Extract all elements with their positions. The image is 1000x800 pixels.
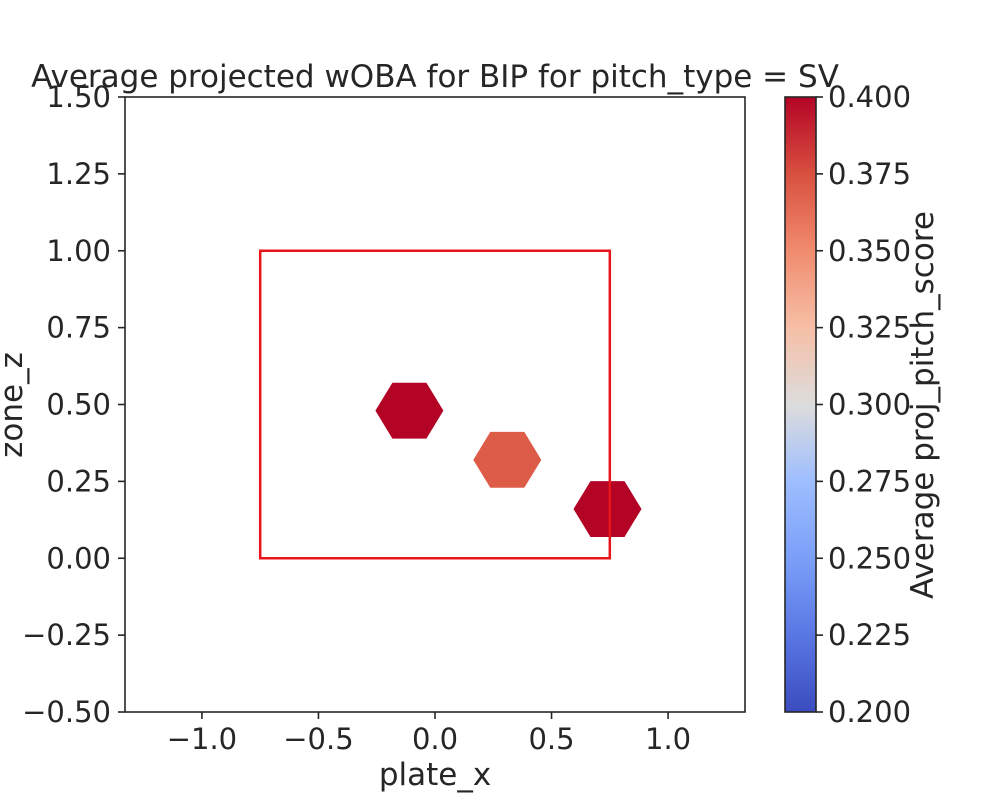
hexbin-cell-1 bbox=[375, 382, 444, 439]
y-tick-label: 1.50 bbox=[46, 80, 111, 114]
y-tick-label: −0.50 bbox=[22, 695, 111, 729]
colorbar-label: Average proj_pitch_score bbox=[905, 211, 941, 599]
colorbar-tick-label: 0.200 bbox=[828, 695, 911, 729]
y-tick-label: 0.00 bbox=[46, 541, 111, 575]
chart-title: Average projected wOBA for BIP for pitch… bbox=[31, 59, 839, 95]
x-axis-label: plate_x bbox=[379, 757, 491, 793]
x-tick-label: −0.5 bbox=[283, 722, 353, 756]
colorbar-tick-label: 0.275 bbox=[828, 464, 911, 498]
colorbar-tick-label: 0.375 bbox=[828, 157, 911, 191]
y-tick-label: −0.25 bbox=[22, 618, 111, 652]
y-tick-label: 1.25 bbox=[46, 157, 111, 191]
hexbin-cell-3 bbox=[573, 481, 642, 537]
colorbar-tick-label: 0.350 bbox=[828, 234, 911, 268]
x-tick-label: 0.5 bbox=[528, 722, 574, 756]
y-axis-label: zone_z bbox=[0, 352, 30, 458]
colorbar-tick-label: 0.225 bbox=[828, 618, 911, 652]
y-axis: −0.50 −0.25 0.00 0.25 0.50 0.75 1.00 1.25 1.50 bbox=[22, 80, 125, 729]
colorbar-ticks: 0.200 0.225 0.250 0.275 0.300 0.325 0.350 0.375… bbox=[816, 80, 911, 729]
hexbin-layer bbox=[375, 382, 642, 537]
colorbar-tick-label: 0.400 bbox=[828, 80, 911, 114]
x-tick-label: 1.0 bbox=[645, 722, 691, 756]
strike-zone-box bbox=[258, 249, 612, 560]
colorbar-tick-label: 0.300 bbox=[828, 388, 911, 422]
y-tick-label: 1.00 bbox=[46, 234, 111, 268]
colorbar-tick-label: 0.250 bbox=[828, 541, 911, 575]
y-tick-label: 0.75 bbox=[46, 311, 111, 345]
plot-area bbox=[124, 96, 746, 713]
y-tick-label: 0.50 bbox=[46, 388, 111, 422]
x-tick-label: 0.0 bbox=[412, 722, 458, 756]
colorbar-gradient bbox=[784, 96, 817, 713]
colorbar-tick-label: 0.325 bbox=[828, 311, 911, 345]
x-axis: −1.0 −0.5 0.0 0.5 1.0 bbox=[167, 712, 691, 756]
x-tick-label: −1.0 bbox=[167, 722, 237, 756]
hexbin-cell-2 bbox=[473, 431, 542, 488]
colorbar: 0.200 0.225 0.250 0.275 0.300 0.325 0.350 0.375… bbox=[784, 80, 941, 729]
y-tick-label: 0.25 bbox=[46, 464, 111, 498]
